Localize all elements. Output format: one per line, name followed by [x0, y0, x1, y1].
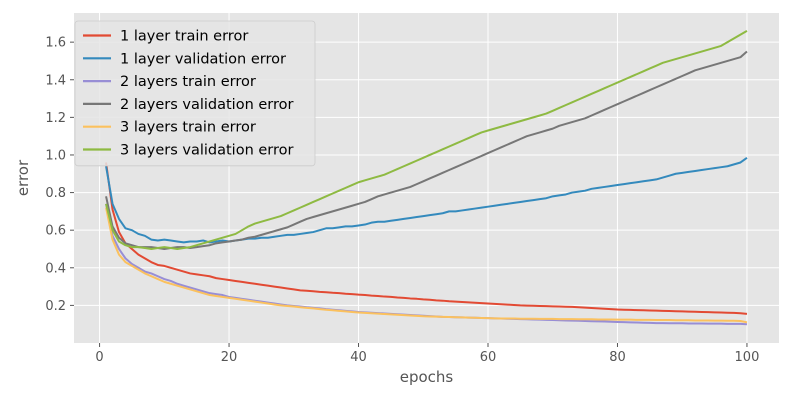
- legend-entry: 3 layers validation error: [120, 143, 294, 159]
- series-line-6: [105, 29, 748, 250]
- y-tick-label: 0.2: [45, 299, 66, 314]
- x-tick-label: 20: [221, 350, 238, 365]
- y-tick-label: 1.6: [45, 36, 66, 51]
- series-line-2: [105, 156, 748, 244]
- series-line-1: [105, 162, 748, 315]
- x-tick-label: 60: [480, 350, 497, 365]
- legend: 1 layer train error 1 layer validation er…: [74, 20, 316, 167]
- y-tick-label: 0.4: [45, 261, 66, 276]
- x-tick-label: 100: [735, 350, 760, 365]
- y-tick-label: 1.2: [45, 111, 66, 126]
- y-tick-label: 0.8: [45, 186, 66, 201]
- y-axis-ticks: 0.2 0.4 0.6 0.8 1.0 1.2 1.4 1.6: [45, 36, 74, 314]
- y-tick-label: 1.4: [45, 73, 66, 88]
- legend-entry: 2 layers validation error: [120, 97, 294, 113]
- x-axis-ticks: 0 20 40 60 80 100: [95, 343, 759, 365]
- legend-box: [74, 20, 316, 167]
- legend-entry: 2 layers train error: [120, 74, 256, 90]
- y-tick-label: 1.0: [45, 148, 66, 163]
- y-tick-label: 0.6: [45, 224, 66, 239]
- x-axis-label: epochs: [400, 368, 454, 386]
- y-axis-label: error: [14, 159, 32, 196]
- x-tick-label: 40: [350, 350, 367, 365]
- legend-entry: 1 layer validation error: [120, 51, 286, 67]
- series-lines: [105, 29, 748, 326]
- x-tick-label: 80: [609, 350, 626, 365]
- legend-entry: 3 layers train error: [120, 120, 256, 136]
- legend-entry: 1 layer train error: [120, 29, 248, 45]
- series-line-5: [105, 207, 748, 324]
- series-line-4: [105, 50, 748, 250]
- x-tick-label: 0: [95, 350, 103, 365]
